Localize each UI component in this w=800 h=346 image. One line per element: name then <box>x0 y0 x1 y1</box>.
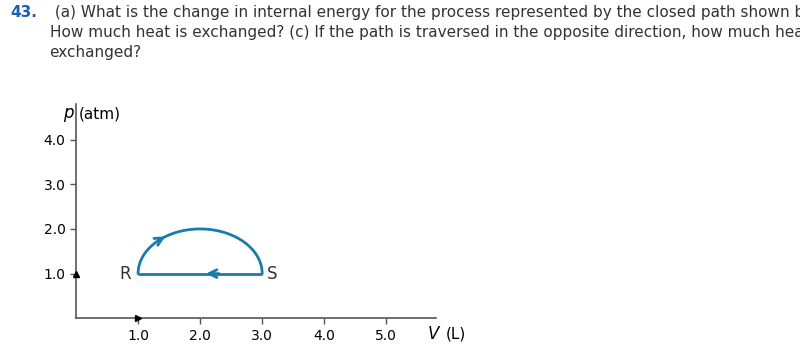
Text: $p$: $p$ <box>63 106 74 124</box>
Text: R: R <box>119 265 130 283</box>
Text: (L): (L) <box>446 327 466 342</box>
Text: (atm): (atm) <box>79 106 121 121</box>
Text: 43.: 43. <box>10 5 38 20</box>
Text: S: S <box>267 265 278 283</box>
Text: (a) What is the change in internal energy for the process represented by the clo: (a) What is the change in internal energ… <box>50 5 800 60</box>
Text: $V$: $V$ <box>426 325 441 343</box>
